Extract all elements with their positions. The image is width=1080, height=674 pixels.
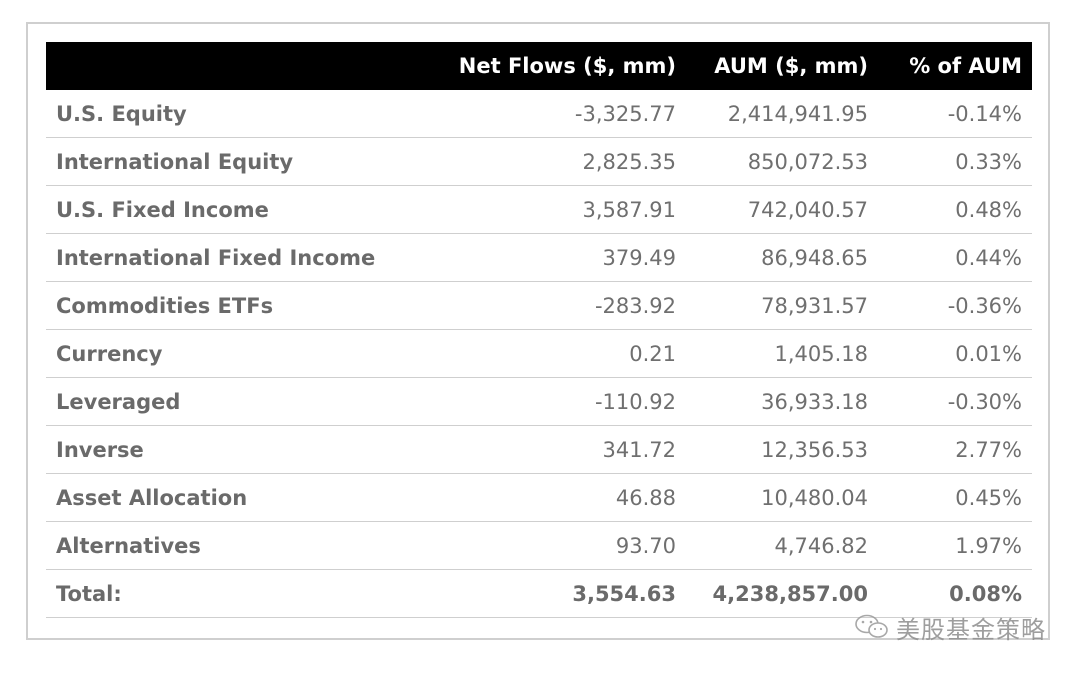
watermark-text: 美股基金策略 xyxy=(896,615,1046,644)
watermark: 美股基金策略 xyxy=(854,610,1046,644)
table-row: International Fixed Income 379.49 86,948.6… xyxy=(46,233,1032,282)
net-flows-cell: -110.92 xyxy=(438,377,686,426)
category-cell: International Equity xyxy=(46,137,438,186)
total-pct-aum-cell: 0.08% xyxy=(878,569,1032,618)
category-cell: Currency xyxy=(46,329,438,378)
category-cell: Leveraged xyxy=(46,377,438,426)
category-cell: Inverse xyxy=(46,425,438,474)
category-cell: U.S. Equity xyxy=(46,90,438,138)
header-net-flows: Net Flows ($, mm) xyxy=(438,42,686,90)
pct-aum-cell: -0.30% xyxy=(878,377,1032,426)
table-row: Leveraged -110.92 36,933.18 -0.30% xyxy=(46,377,1032,426)
header-pct-aum: % of AUM xyxy=(878,42,1032,90)
table-row: Inverse 341.72 12,356.53 2.77% xyxy=(46,425,1032,474)
aum-cell: 12,356.53 xyxy=(686,425,878,474)
total-category-cell: Total: xyxy=(46,569,438,618)
total-aum-cell: 4,238,857.00 xyxy=(686,569,878,618)
aum-cell: 86,948.65 xyxy=(686,233,878,282)
etf-flows-table: Net Flows ($, mm) AUM ($, mm) % of AUM U… xyxy=(46,42,1032,618)
table-row: International Equity 2,825.35 850,072.53 0.… xyxy=(46,137,1032,186)
pct-aum-cell: 0.01% xyxy=(878,329,1032,378)
aum-cell: 2,414,941.95 xyxy=(686,90,878,138)
pct-aum-cell: 0.33% xyxy=(878,137,1032,186)
table-row: U.S. Equity -3,325.77 2,414,941.95 -0.14% xyxy=(46,90,1032,138)
aum-cell: 850,072.53 xyxy=(686,137,878,186)
pct-aum-cell: 2.77% xyxy=(878,425,1032,474)
pct-aum-cell: 0.45% xyxy=(878,473,1032,522)
net-flows-cell: 3,587.91 xyxy=(438,185,686,234)
net-flows-cell: -283.92 xyxy=(438,281,686,330)
category-cell: U.S. Fixed Income xyxy=(46,185,438,234)
net-flows-cell: 0.21 xyxy=(438,329,686,378)
header-row: Net Flows ($, mm) AUM ($, mm) % of AUM xyxy=(46,42,1032,90)
category-cell: Asset Allocation xyxy=(46,473,438,522)
category-cell: Alternatives xyxy=(46,521,438,570)
net-flows-cell: 379.49 xyxy=(438,233,686,282)
category-cell: International Fixed Income xyxy=(46,233,438,282)
net-flows-cell: 46.88 xyxy=(438,473,686,522)
aum-cell: 78,931.57 xyxy=(686,281,878,330)
header-aum: AUM ($, mm) xyxy=(686,42,878,90)
pct-aum-cell: -0.14% xyxy=(878,90,1032,138)
table-row: U.S. Fixed Income 3,587.91 742,040.57 0.48% xyxy=(46,185,1032,234)
net-flows-cell: 93.70 xyxy=(438,521,686,570)
category-cell: Commodities ETFs xyxy=(46,281,438,330)
wechat-icon xyxy=(854,613,890,641)
net-flows-cell: 341.72 xyxy=(438,425,686,474)
pct-aum-cell: -0.36% xyxy=(878,281,1032,330)
aum-cell: 4,746.82 xyxy=(686,521,878,570)
table-row: Commodities ETFs -283.92 78,931.57 -0.36% xyxy=(46,281,1032,330)
net-flows-cell: -3,325.77 xyxy=(438,90,686,138)
aum-cell: 10,480.04 xyxy=(686,473,878,522)
pct-aum-cell: 0.44% xyxy=(878,233,1032,282)
table-row: Alternatives 93.70 4,746.82 1.97% xyxy=(46,521,1032,570)
pct-aum-cell: 0.48% xyxy=(878,185,1032,234)
aum-cell: 742,040.57 xyxy=(686,185,878,234)
aum-cell: 1,405.18 xyxy=(686,329,878,378)
table-row: Currency 0.21 1,405.18 0.01% xyxy=(46,329,1032,378)
total-net-flows-cell: 3,554.63 xyxy=(438,569,686,618)
aum-cell: 36,933.18 xyxy=(686,377,878,426)
pct-aum-cell: 1.97% xyxy=(878,521,1032,570)
total-row: Total: 3,554.63 4,238,857.00 0.08% xyxy=(46,569,1032,618)
header-category xyxy=(46,42,438,90)
table-row: Asset Allocation 46.88 10,480.04 0.45% xyxy=(46,473,1032,522)
net-flows-cell: 2,825.35 xyxy=(438,137,686,186)
